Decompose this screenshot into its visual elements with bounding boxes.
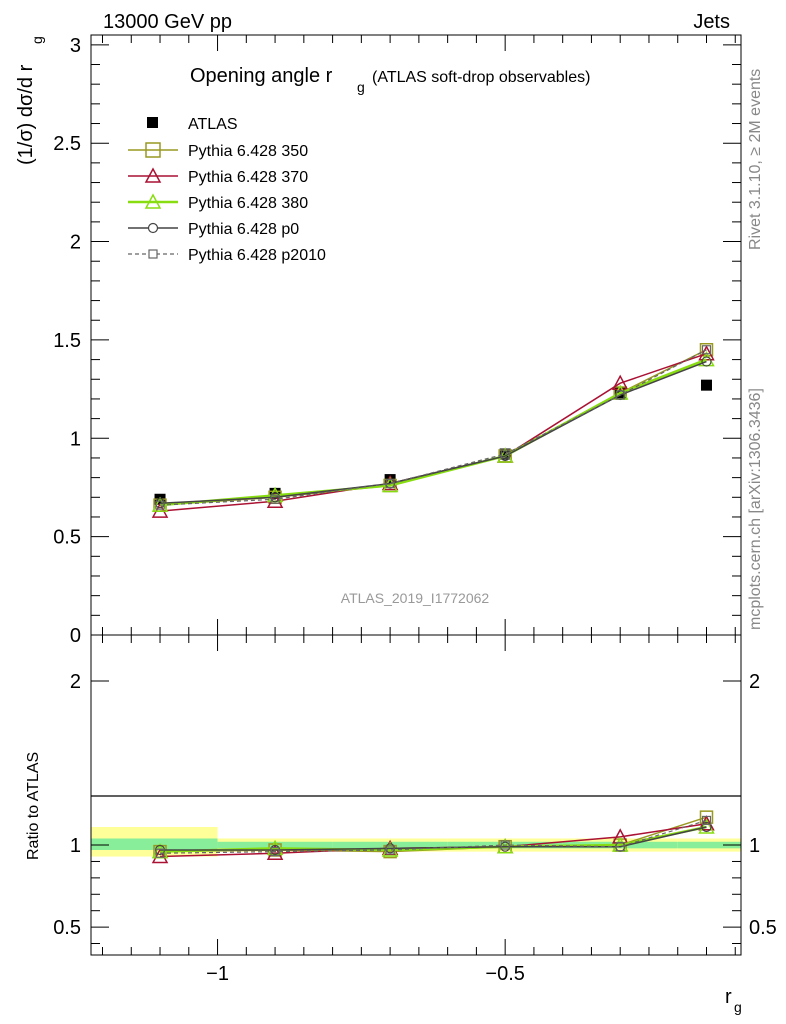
ratio-band-inner <box>91 838 218 850</box>
ratio-y-tick-label: 2 <box>70 671 81 693</box>
legend-label-atlas: ATLAS <box>188 116 238 133</box>
legend-label-p2010: Pythia 6.428 p2010 <box>188 247 326 264</box>
main-line-pythia-6-428-350 <box>159 349 707 506</box>
y-axis-label: (1/σ) dσ/d r <box>15 64 37 165</box>
ratio-point-pythia-6-428-p2010 <box>385 845 395 855</box>
legend-label-p0: Pythia 6.428 p0 <box>188 221 299 238</box>
main-point-pythia-6-428-p2010 <box>270 494 280 504</box>
legend-marker-p0 <box>147 222 159 234</box>
main-point-pythia-6-428-p0 <box>701 356 712 367</box>
main-y-ticks: 0 0.5 1 1.5 2 2.5 3 <box>53 35 741 647</box>
main-y-tick-label: 1.5 <box>53 330 81 352</box>
x-tick-label: −1 <box>206 963 229 985</box>
ratio-point-pythia-6-428-p2010 <box>500 840 510 850</box>
main-point-pythia-6-428-p2010 <box>385 478 395 489</box>
x-axis-label: r <box>725 986 732 1008</box>
ratio-y-ticks: 0.5 0.5 1 1 2 2 <box>53 671 777 945</box>
ratio-y-axis-label: Ratio to ATLAS <box>25 752 42 860</box>
process-label: Jets <box>693 11 730 33</box>
legend-marker-atlas <box>147 117 158 128</box>
analysis-watermark: ATLAS_2019_I1772062 <box>341 590 490 606</box>
plot-title-note: (ATLAS soft-drop observables) <box>372 69 590 86</box>
main-line-pythia-6-428-p0 <box>159 360 707 504</box>
legend-label-350: Pythia 6.428 350 <box>188 143 308 160</box>
mcplots-label: mcplots.cern.ch [arXiv:1306.3436] <box>747 388 764 630</box>
x-axis-label-sub: g <box>734 999 742 1015</box>
main-x-ticks <box>102 35 736 635</box>
ratio-series <box>151 810 715 864</box>
main-y-tick-label: 1 <box>70 428 81 450</box>
main-line-pythia-6-428-p2010 <box>159 349 707 506</box>
main-y-tick-label: 2.5 <box>53 133 81 155</box>
main-line-pythia-6-428-380 <box>159 358 707 507</box>
main-point-pythia-6-428-p2010 <box>701 345 712 355</box>
main-point-pythia-6-428-p2010 <box>615 390 625 400</box>
main-point-pythia-6-428-p2010 <box>500 449 510 459</box>
ratio-y-tick-label-right: 1 <box>749 835 760 857</box>
legend-marker-370 <box>144 167 162 183</box>
ratio-point-pythia-6-428-350 <box>699 810 714 824</box>
main-point-pythia-6-428-370 <box>611 374 629 390</box>
x-tick-label: −0.5 <box>485 963 524 985</box>
plot-title-sub: g <box>357 79 365 95</box>
ratio-point-pythia-6-428-p2010 <box>701 815 712 826</box>
main-y-tick-label: 0 <box>70 625 81 647</box>
ratio-y-tick-label: 1 <box>70 835 81 857</box>
main-y-tick-label: 3 <box>70 35 81 57</box>
ratio-point-pythia-6-428-p2010 <box>270 847 280 857</box>
ratio-y-tick-label-right: 0.5 <box>749 917 777 939</box>
rivet-label: Rivet 3.1.10, ≥ 2M events <box>747 69 764 250</box>
main-line-pythia-6-428-370 <box>159 352 707 512</box>
main-point-atlas <box>700 379 712 391</box>
y-axis-label-sub: g <box>29 36 45 44</box>
legend-marker-p2010 <box>148 249 158 259</box>
main-y-tick-label: 2 <box>70 232 81 254</box>
main-point-pythia-6-428-350 <box>699 343 714 357</box>
ratio-point-pythia-6-428-380 <box>698 818 715 834</box>
ratio-point-pythia-6-428-p2010 <box>615 842 625 852</box>
ratio-point-pythia-6-428-p0 <box>701 821 712 833</box>
main-panel: 0 0.5 1 1.5 2 2.5 3 Opening angle r g (ATLAS s… <box>15 34 742 647</box>
ratio-line-pythia-6-428-p2010 <box>160 819 707 854</box>
legend: ATLAS Pythia 6.428 350 Pythia 6.428 370 … <box>128 116 326 264</box>
legend-label-380: Pythia 6.428 380 <box>188 195 308 212</box>
main-series <box>151 343 715 518</box>
ratio-x-ticks: −1 −0.5 <box>102 635 736 985</box>
main-y-tick-label: 0.5 <box>53 527 81 549</box>
ratio-y-tick-label: 0.5 <box>53 917 81 939</box>
ratio-band-inner <box>677 841 741 849</box>
ratio-frame <box>90 634 742 956</box>
legend-marker-380 <box>144 193 162 209</box>
legend-marker-350 <box>145 142 161 158</box>
main-point-pythia-6-428-p2010 <box>155 500 165 510</box>
plot-title: Opening angle r <box>190 65 333 87</box>
energy-label: 13000 GeV pp <box>103 11 232 33</box>
ratio-line-pythia-6-428-380 <box>159 825 707 853</box>
ratio-point-pythia-6-428-p2010 <box>155 848 165 858</box>
ratio-y-tick-label-right: 2 <box>749 671 760 693</box>
legend-label-370: Pythia 6.428 370 <box>188 169 308 186</box>
ratio-panel: 0.5 0.5 1 1 2 2 −1 −0.5 Ratio to ATLAS <box>25 634 777 985</box>
